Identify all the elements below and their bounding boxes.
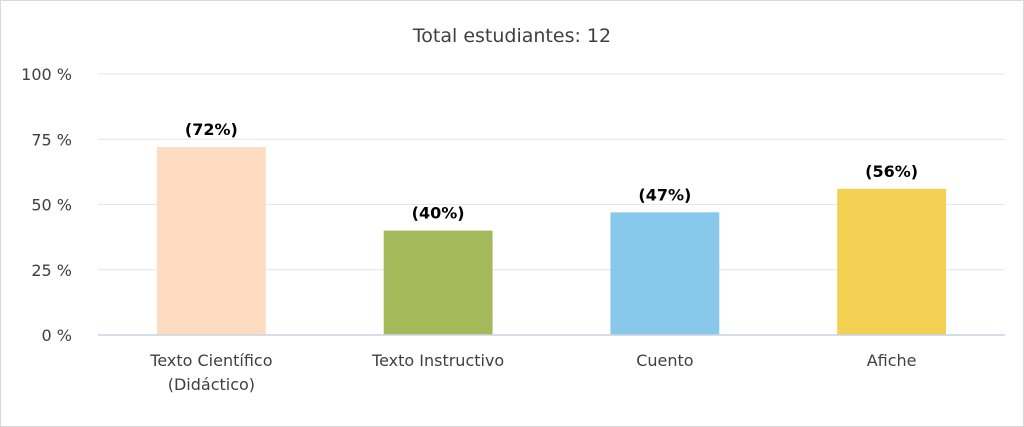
y-tick-label: 0 % — [42, 326, 72, 345]
y-tick-label: 100 % — [21, 65, 72, 84]
y-axis-ticks: 0 % 25 % 50 % 75 % 100 % — [21, 65, 72, 345]
x-tick-label-line: Cuento — [636, 351, 693, 370]
bar — [837, 188, 947, 335]
x-tick-label-line: Afiche — [867, 351, 917, 370]
x-tick-label: Afiche — [867, 351, 917, 370]
data-label: (47%) — [638, 185, 691, 204]
x-tick-label-line: Texto Científico — [149, 351, 272, 370]
x-tick-label: Texto Científico (Didáctico) — [149, 351, 272, 394]
bar — [383, 230, 493, 335]
y-tick-label: 50 % — [31, 196, 72, 215]
y-tick-label: 25 % — [31, 261, 72, 280]
x-tick-label-line: Texto Instructivo — [371, 351, 504, 370]
bar — [610, 212, 720, 335]
chart-title: Total estudiantes: 12 — [412, 25, 611, 47]
x-tick-label: Texto Instructivo — [371, 351, 504, 370]
data-label: (72%) — [185, 120, 238, 139]
bars — [156, 147, 947, 335]
x-axis-ticks: Texto Científico (Didáctico) Texto Instruc… — [149, 351, 916, 394]
data-label: (56%) — [865, 162, 918, 181]
x-tick-label-line: (Didáctico) — [168, 375, 255, 394]
x-tick-label: Cuento — [636, 351, 693, 370]
bar — [156, 147, 266, 335]
data-label: (40%) — [412, 204, 465, 223]
data-labels: (72%) (40%) (47%) (56%) — [185, 120, 918, 223]
y-tick-label: 75 % — [31, 130, 72, 149]
